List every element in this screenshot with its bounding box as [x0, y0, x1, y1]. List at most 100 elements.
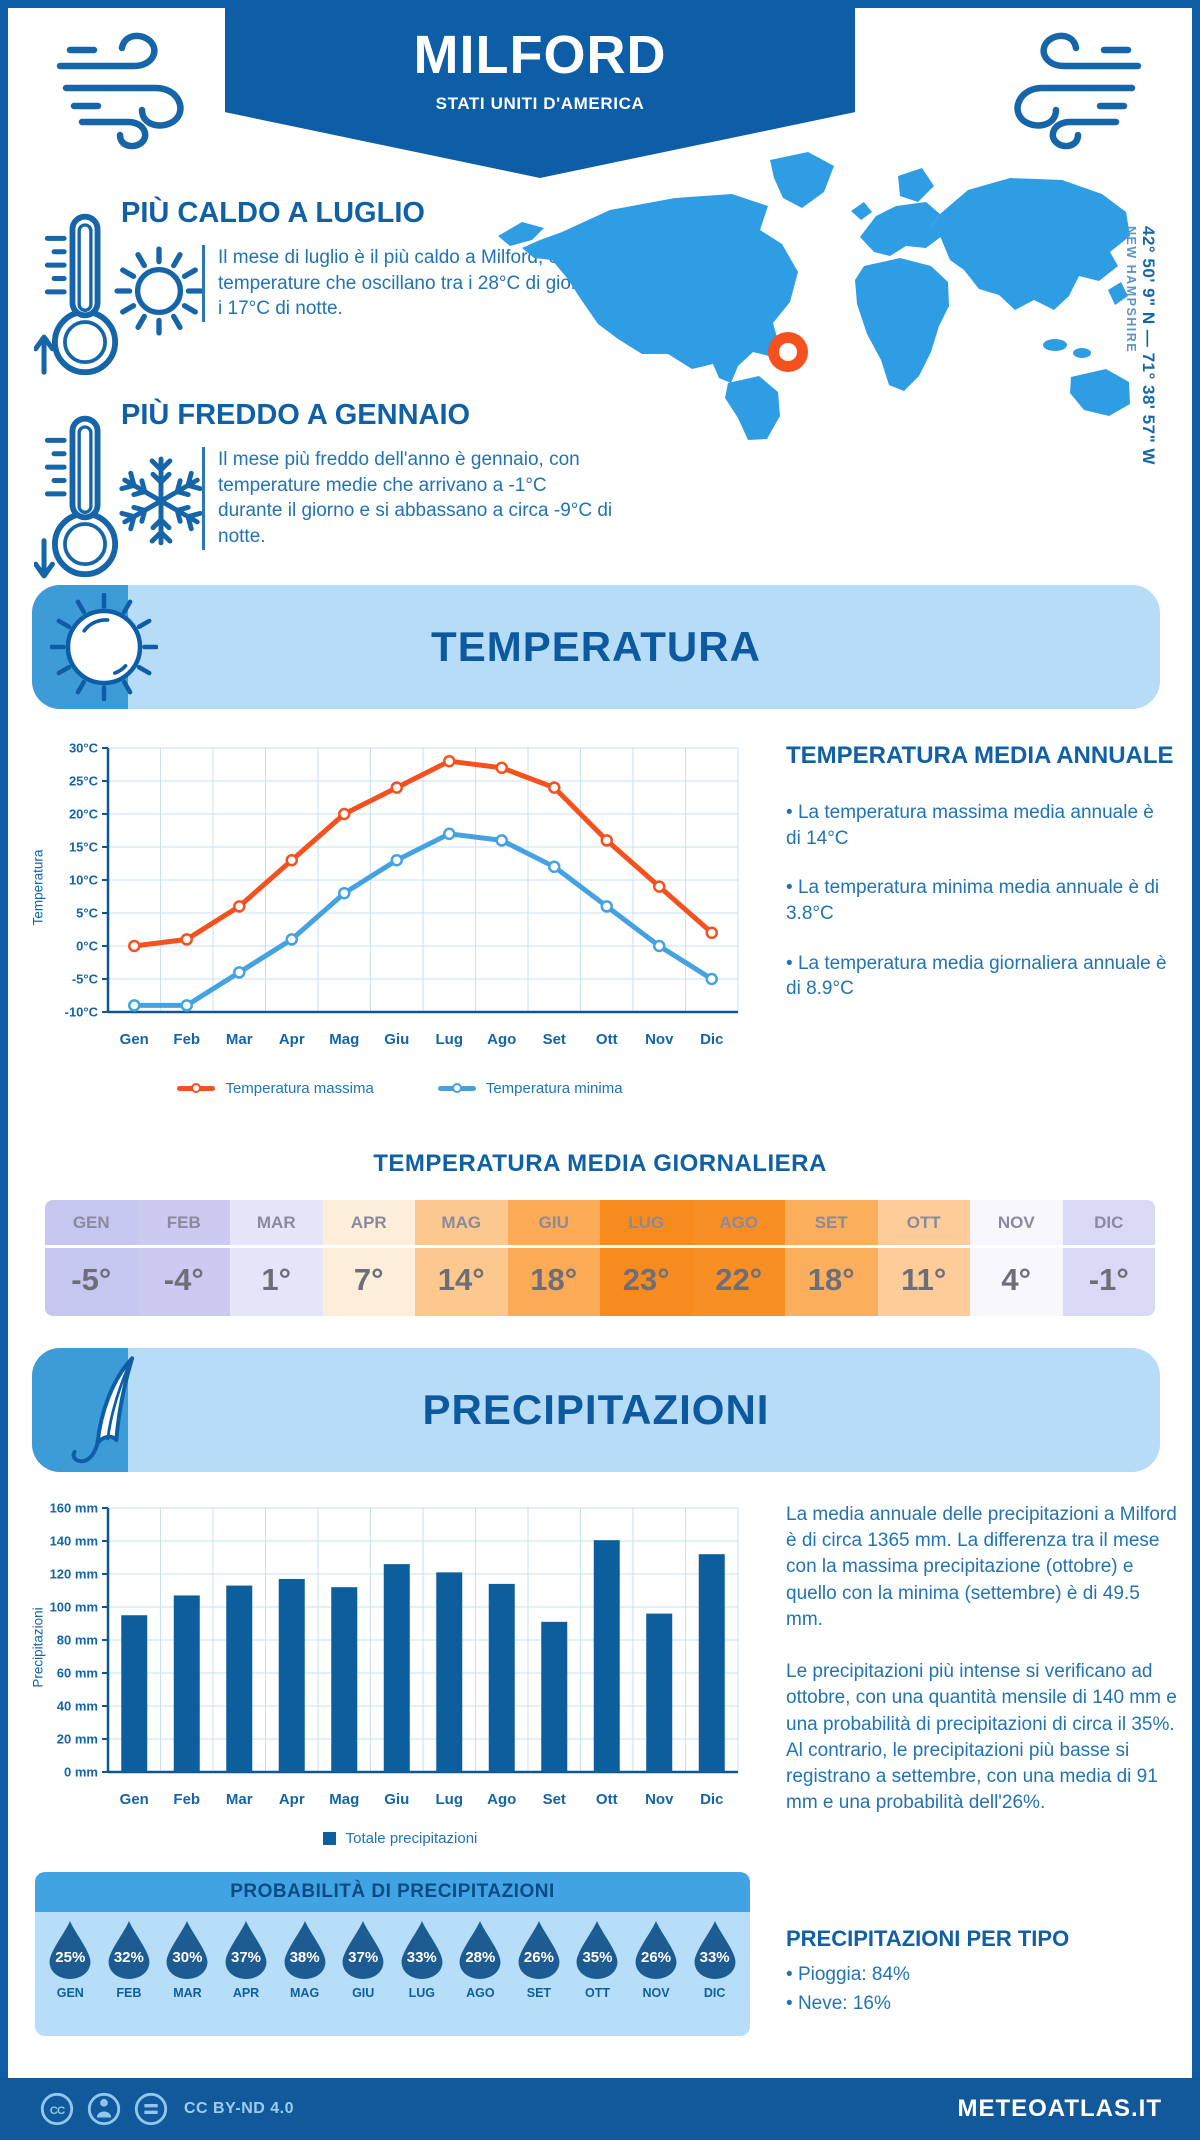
creative-commons-icons: CC	[38, 2090, 170, 2128]
svg-text:15°C: 15°C	[69, 840, 99, 855]
page-subtitle: STATI UNITI D'AMERICA	[435, 94, 645, 113]
daily-table-column: GEN -5°	[45, 1200, 138, 1316]
svg-text:Mag: Mag	[329, 1031, 359, 1048]
hot-month-text: Il mese di luglio è il più caldo a Milfo…	[202, 245, 620, 322]
legend-item: Temperatura massima	[177, 1080, 374, 1097]
svg-text:5°C: 5°C	[76, 906, 98, 921]
drop-icon: 37%	[223, 1919, 269, 1981]
daily-temperature-table: GEN -5° FEB -4° MAR 1° APR 7° MAG 14° GIU 18° LUG 23°…	[45, 1200, 1155, 1316]
page-border-right	[1192, 0, 1200, 2078]
precipitation-paragraph: Le precipitazioni più intense si verific…	[786, 1661, 1177, 1814]
daily-table-column: AGO 22°	[692, 1200, 785, 1316]
svg-text:20 mm: 20 mm	[57, 1732, 98, 1747]
hot-month-title: PIÙ CALDO A LUGLIO	[121, 197, 425, 229]
probability-item: 37% GIU	[334, 1912, 393, 2036]
table-temp-value: 18°	[807, 1262, 855, 1297]
wind-icon	[1014, 32, 1142, 150]
svg-text:60 mm: 60 mm	[57, 1666, 98, 1681]
location-coordinates: 42° 50' 9" N — 71° 38' 57" W NEW HAMPSHI…	[1124, 226, 1158, 526]
legend-label: Totale precipitazioni	[345, 1830, 478, 1847]
probability-item: 26% SET	[510, 1912, 569, 2036]
cc-nd-icon	[134, 2092, 168, 2126]
legend-label: Temperatura massima	[225, 1080, 374, 1097]
footer-bar: CC CC BY-ND 4.0 METEOATLAS.IT	[0, 2078, 1200, 2140]
legend-label: Temperatura minima	[485, 1080, 623, 1097]
temperature-line-chart: -10°C -5°C 0°C 5°C 10°C 15°C 20°C 25°C 30°C Gen Fe…	[50, 732, 750, 1082]
probability-value: 38%	[289, 1949, 320, 1966]
probability-month: GIU	[352, 1986, 375, 2000]
svg-text:Mag: Mag	[329, 1791, 359, 1808]
daily-table-column: GIU 18°	[507, 1200, 600, 1316]
probability-value: 26%	[641, 1949, 672, 1966]
probability-month: FEB	[116, 1986, 142, 2000]
svg-text:100 mm: 100 mm	[50, 1600, 98, 1615]
coordinates-text: 42° 50' 9" N — 71° 38' 57" W	[1139, 226, 1158, 465]
probability-heading: PROBABILITÀ DI PRECIPITAZIONI	[35, 1872, 750, 1912]
probability-item: 26% NOV	[627, 1912, 686, 2036]
svg-text:-5°C: -5°C	[72, 972, 99, 987]
table-month-label: NOV	[970, 1200, 1063, 1248]
legend-marker	[191, 1082, 202, 1093]
daily-temperature-heading: TEMPERATURA MEDIA GIORNALIERA	[373, 1150, 827, 1177]
svg-text:140 mm: 140 mm	[50, 1534, 98, 1549]
probability-item: 33% DIC	[685, 1912, 744, 2036]
table-temp-value: 4°	[1001, 1262, 1032, 1297]
svg-text:Gen: Gen	[120, 1791, 149, 1808]
svg-text:Set: Set	[543, 1031, 566, 1048]
table-temp-value: -4°	[163, 1262, 204, 1297]
precipitation-paragraphs: La media annuale delle precipitazioni a …	[786, 1502, 1180, 1842]
drop-icon: 26%	[633, 1919, 679, 1981]
annual-bullet: La temperatura massima media annuale è d…	[786, 800, 1172, 851]
region-text: NEW HAMPSHIRE	[1124, 226, 1138, 354]
probability-item: 28% AGO	[451, 1912, 510, 2036]
daily-table-column: DIC -1°	[1062, 1200, 1155, 1316]
probability-item: 33% LUG	[392, 1912, 451, 2036]
table-temp-value: 11°	[901, 1262, 947, 1297]
probability-items: 25% GEN 32% FEB 30% MAR 37% APR 38% MAG 37% GIU 33% L…	[35, 1912, 750, 2036]
probability-value: 35%	[582, 1949, 613, 1966]
table-temp-value: 18°	[530, 1262, 578, 1297]
table-temp-value: -5°	[71, 1262, 112, 1297]
daily-table-column: LUG 23°	[600, 1200, 693, 1316]
probability-month: APR	[232, 1986, 260, 2000]
svg-text:Apr: Apr	[279, 1791, 305, 1808]
precipitation-bar-chart: 0 mm 20 mm 40 mm 60 mm 80 mm 100 mm 120 mm 140 …	[50, 1492, 750, 1842]
daily-table-column: MAG 14°	[415, 1200, 508, 1316]
sun-banner-icon	[50, 593, 158, 701]
probability-value: 25%	[55, 1949, 86, 1966]
table-month-label: SET	[785, 1200, 878, 1248]
drop-icon: 26%	[516, 1919, 562, 1981]
legend-item: Temperatura minima	[437, 1080, 623, 1097]
table-temp-value: 7°	[353, 1262, 384, 1297]
thermometer-cold-icon	[34, 415, 119, 579]
precipitation-type-heading: PRECIPITAZIONI PER TIPO	[786, 1926, 1070, 1951]
probability-value: 37%	[348, 1949, 379, 1966]
temperature-chart-ylabel: Temperatura	[30, 849, 46, 926]
temperature-chart-legend: Temperatura massima Temperatura minima	[50, 1080, 750, 1097]
svg-text:80 mm: 80 mm	[57, 1633, 98, 1648]
cc-by-icon	[87, 2092, 121, 2126]
table-temp-value: 23°	[622, 1262, 670, 1297]
probability-month: DIC	[703, 1986, 726, 2000]
daily-table-column: APR 7°	[322, 1200, 415, 1316]
probability-month: AGO	[466, 1986, 495, 2000]
brand-text: METEOATLAS.IT	[957, 2095, 1162, 2122]
svg-text:30°C: 30°C	[69, 741, 99, 756]
thermometer-hot-icon	[34, 213, 119, 376]
probability-month: LUG	[408, 1986, 435, 2000]
license-text: CC BY-ND 4.0	[184, 2100, 295, 2117]
probability-value: 33%	[406, 1949, 437, 1966]
wind-icon	[56, 32, 184, 150]
daily-table-column: OTT 11°	[877, 1200, 970, 1316]
daily-table-column: SET 18°	[785, 1200, 878, 1316]
svg-text:Mar: Mar	[226, 1031, 253, 1048]
world-map	[498, 152, 1130, 440]
svg-text:0 mm: 0 mm	[64, 1765, 98, 1780]
precipitation-section-banner: PRECIPITAZIONI	[32, 1348, 1160, 1472]
umbrella-icon	[71, 1356, 135, 1464]
probability-month: NOV	[642, 1986, 670, 2000]
svg-text:0°C: 0°C	[76, 939, 98, 954]
svg-text:Dic: Dic	[700, 1031, 723, 1048]
probability-item: 30% MAR	[158, 1912, 217, 2036]
